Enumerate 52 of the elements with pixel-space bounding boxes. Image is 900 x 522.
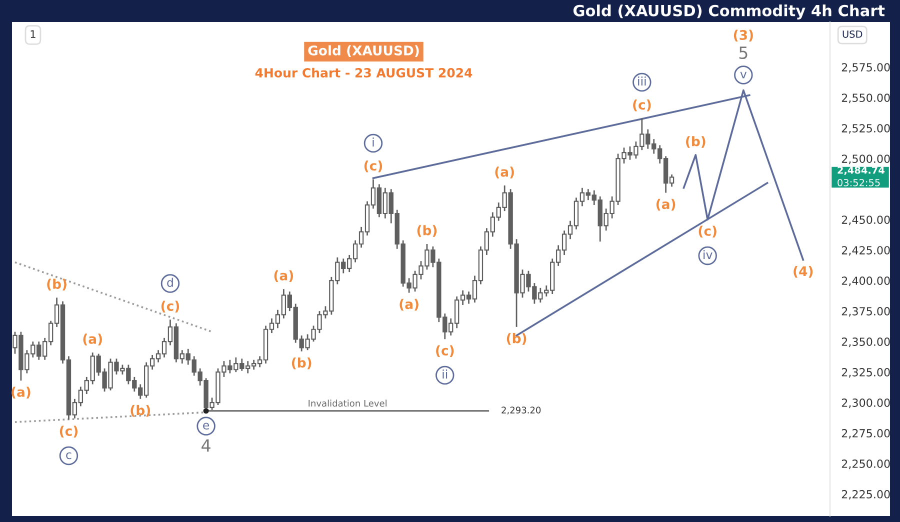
- annotation: (a): [274, 270, 294, 282]
- annotation: 2,293.20: [502, 406, 541, 414]
- y-tick-label: 2,425.00: [842, 246, 890, 256]
- annotation: i: [372, 138, 374, 146]
- y-tick-label: 2,375.00: [842, 307, 890, 317]
- annotation: 4: [202, 439, 210, 452]
- annotation: iv: [704, 250, 712, 259]
- text: Gold (XAUUSD): [308, 45, 419, 58]
- annotation: (c): [436, 345, 454, 358]
- annotation: (a): [495, 166, 514, 178]
- annotation: 1: [30, 30, 36, 38]
- text: 2,484.74: [838, 166, 884, 176]
- annotation: (b): [417, 225, 437, 237]
- annotation: (c): [633, 99, 651, 112]
- y-tick-label: 2,250.00: [842, 460, 890, 470]
- y-tick-label: 2,400.00: [842, 276, 890, 286]
- annotation: (a): [83, 334, 102, 346]
- y-tick-label: 2,525.00: [842, 124, 890, 134]
- y-tick-label: 2,575.00: [842, 63, 890, 73]
- y-tick-label: 2,275.00: [842, 429, 890, 439]
- y-tick-label: 2,225.00: [842, 490, 890, 500]
- annotation: v: [740, 72, 747, 78]
- annotation: (a): [656, 198, 676, 211]
- annotation: (c): [364, 160, 382, 172]
- annotation: (b): [130, 405, 150, 417]
- annotation: e: [203, 422, 210, 430]
- y-tick-label: 2,300.00: [842, 398, 890, 408]
- annotation: (b): [506, 333, 526, 345]
- annotation: c: [66, 452, 72, 460]
- y-tick-label: 2,550.00: [842, 94, 890, 104]
- y-tick-label: 2,500.00: [842, 154, 890, 164]
- annotation: ii: [442, 370, 448, 379]
- y-tick-label: 2,325.00: [842, 368, 890, 378]
- annotation: 5: [739, 46, 748, 60]
- annotation: (b): [47, 278, 66, 291]
- ref-line-label: Invalidation Level: [308, 400, 386, 407]
- text: Gold (XAUUSD) Commodity 4h Chart: [573, 4, 885, 20]
- annotation: (b): [292, 357, 312, 370]
- y-tick-label: 2,450.00: [842, 216, 890, 226]
- annotation: (c): [60, 426, 78, 438]
- text: USD: [842, 30, 862, 38]
- annotation: (4): [794, 266, 813, 278]
- annotation: (3): [734, 30, 753, 42]
- text: 4Hour Chart - 23 AUGUST 2024: [255, 68, 472, 78]
- annotation: (c): [161, 300, 180, 312]
- annotation: (b): [686, 136, 706, 148]
- annotation: iii: [638, 76, 646, 86]
- text: 03:52:55: [838, 178, 880, 186]
- annotation: (a): [400, 298, 418, 311]
- annotation: d: [167, 278, 173, 287]
- y-tick-label: 2,350.00: [842, 338, 890, 348]
- annotation: (c): [698, 226, 716, 238]
